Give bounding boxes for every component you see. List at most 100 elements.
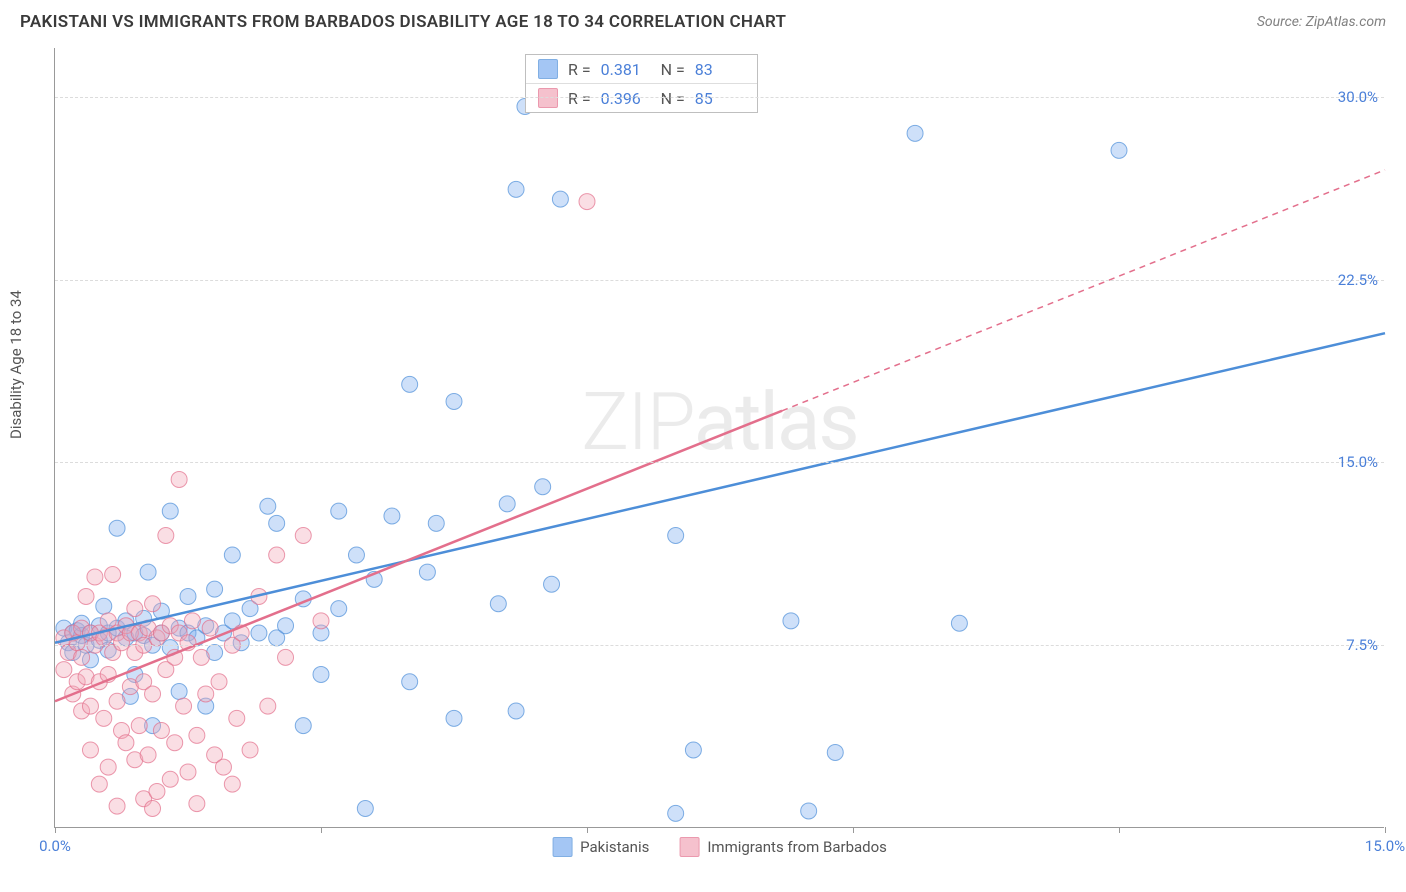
x-tick-label: 0.0% <box>39 837 71 855</box>
scatter-point <box>158 528 174 544</box>
scatter-point <box>127 601 143 617</box>
y-tick-label: 30.0% <box>1338 88 1378 106</box>
scatter-point <box>402 674 418 690</box>
scatter-point <box>402 376 418 392</box>
n-value: 85 <box>695 89 745 108</box>
scatter-point <box>229 710 245 726</box>
n-value: 83 <box>695 60 745 79</box>
scatter-point <box>202 620 218 636</box>
scatter-point <box>100 759 116 775</box>
scatter-point <box>251 625 267 641</box>
scatter-point <box>278 618 294 634</box>
scatter-point <box>145 801 161 817</box>
scatter-point <box>91 776 107 792</box>
scatter-point <box>384 508 400 524</box>
scatter-point <box>74 649 90 665</box>
scatter-point <box>295 718 311 734</box>
scatter-point <box>446 393 462 409</box>
scatter-point <box>544 576 560 592</box>
regression-line <box>55 411 782 701</box>
scatter-point <box>907 125 923 141</box>
scatter-point <box>490 596 506 612</box>
scatter-point <box>269 515 285 531</box>
scatter-point <box>579 194 595 210</box>
regression-line <box>55 333 1385 643</box>
scatter-point <box>313 666 329 682</box>
legend-swatch-blue <box>538 59 558 79</box>
scatter-point <box>189 796 205 812</box>
x-tick-mark <box>853 827 854 833</box>
grid-line <box>55 645 1384 646</box>
scatter-point <box>224 776 240 792</box>
scatter-point <box>184 613 200 629</box>
scatter-point <box>176 698 192 714</box>
source-attribution: Source: ZipAtlas.com <box>1257 14 1386 30</box>
scatter-point <box>171 684 187 700</box>
x-tick-mark <box>587 827 588 833</box>
r-value: 0.381 <box>601 60 651 79</box>
scatter-point <box>96 598 112 614</box>
scatter-point <box>535 479 551 495</box>
chart-header: PAKISTANI VS IMMIGRANTS FROM BARBADOS DI… <box>0 0 1406 40</box>
scatter-point <box>951 615 967 631</box>
scatter-point <box>145 596 161 612</box>
x-tick-mark <box>1119 827 1120 833</box>
y-tick-label: 22.5% <box>1338 271 1378 289</box>
scatter-point <box>313 613 329 629</box>
scatter-point <box>198 686 214 702</box>
scatter-point <box>260 698 276 714</box>
scatter-point <box>295 528 311 544</box>
grid-line <box>55 462 1384 463</box>
scatter-point <box>215 759 231 775</box>
scatter-point <box>428 515 444 531</box>
scatter-point <box>131 718 147 734</box>
scatter-point <box>171 471 187 487</box>
legend-item: Immigrants from Barbados <box>679 837 887 857</box>
x-tick-mark <box>321 827 322 833</box>
scatter-point <box>140 564 156 580</box>
y-tick-label: 15.0% <box>1338 453 1378 471</box>
scatter-point <box>419 564 435 580</box>
legend-label: Immigrants from Barbados <box>707 838 887 856</box>
scatter-point <box>269 547 285 563</box>
scatter-point <box>167 735 183 751</box>
chart-title: PAKISTANI VS IMMIGRANTS FROM BARBADOS DI… <box>20 12 786 32</box>
legend-swatch-pink <box>679 837 699 857</box>
scatter-point <box>331 601 347 617</box>
scatter-point <box>801 803 817 819</box>
legend-swatch-pink <box>538 88 558 108</box>
scatter-point <box>109 693 125 709</box>
legend-label: Pakistanis <box>580 838 649 856</box>
scatter-point <box>508 181 524 197</box>
scatter-point <box>783 613 799 629</box>
regression-line-extrapolated <box>782 170 1385 411</box>
scatter-point <box>224 547 240 563</box>
plot-svg <box>55 48 1384 827</box>
scatter-point <box>211 674 227 690</box>
x-tick-mark <box>55 827 56 833</box>
scatter-point <box>87 569 103 585</box>
scatter-point <box>105 567 121 583</box>
scatter-point <box>357 801 373 817</box>
scatter-point <box>56 662 72 678</box>
x-tick-label: 15.0% <box>1365 837 1405 855</box>
scatter-point <box>149 783 165 799</box>
legend-swatch-blue <box>552 837 572 857</box>
scatter-point <box>278 649 294 665</box>
scatter-point <box>331 503 347 519</box>
grid-line <box>55 97 1384 98</box>
scatter-point <box>189 727 205 743</box>
r-value: 0.396 <box>601 89 651 108</box>
scatter-point <box>499 496 515 512</box>
y-tick-label: 7.5% <box>1346 636 1378 654</box>
scatter-point <box>82 698 98 714</box>
scatter-point <box>685 742 701 758</box>
series-legend: Pakistanis Immigrants from Barbados <box>552 837 887 857</box>
scatter-point <box>82 742 98 758</box>
scatter-point <box>207 581 223 597</box>
scatter-point <box>78 588 94 604</box>
legend-item: Pakistanis <box>552 837 649 857</box>
scatter-point <box>668 528 684 544</box>
correlation-legend-row: R = 0.381 N = 83 <box>526 55 757 84</box>
x-tick-mark <box>1385 827 1386 833</box>
